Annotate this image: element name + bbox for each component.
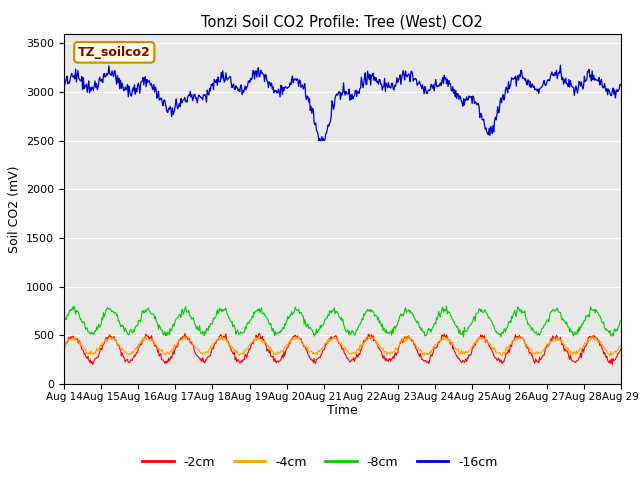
Text: TZ_soilco2: TZ_soilco2 — [78, 46, 150, 59]
Y-axis label: Soil CO2 (mV): Soil CO2 (mV) — [8, 165, 20, 252]
Title: Tonzi Soil CO2 Profile: Tree (West) CO2: Tonzi Soil CO2 Profile: Tree (West) CO2 — [202, 15, 483, 30]
X-axis label: Time: Time — [327, 405, 358, 418]
Legend: -2cm, -4cm, -8cm, -16cm: -2cm, -4cm, -8cm, -16cm — [138, 451, 502, 474]
